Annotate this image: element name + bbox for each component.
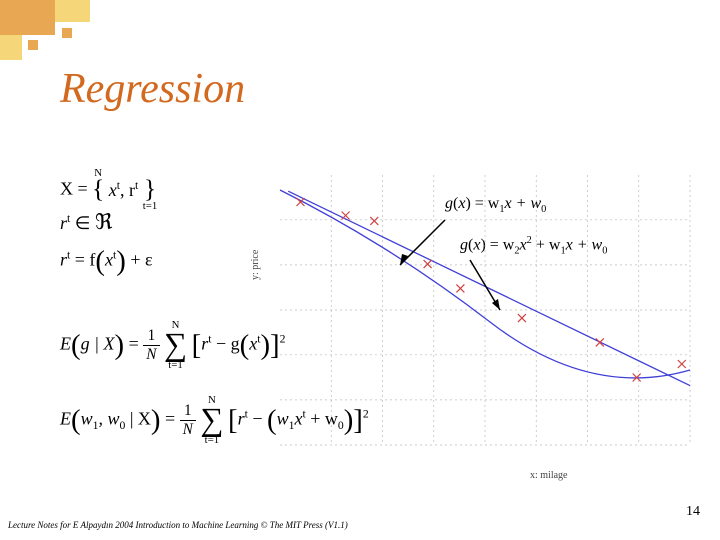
corner-decoration	[0, 0, 120, 65]
eq-dataset: X = N { xt, rt } t=1	[60, 168, 157, 212]
x-axis-label: x: milage	[530, 470, 568, 481]
page-number: 14	[686, 504, 700, 520]
eq-model: rt = f(xt) + ε	[60, 245, 153, 278]
y-axis-label: y: price	[250, 250, 261, 280]
regression-chart	[270, 170, 700, 460]
footer-citation: Lecture Notes for E Alpaydın 2004 Introd…	[8, 520, 348, 530]
eq-error-g: E(g | X) = 1N N ∑ t=1 [rt − g(xt)]2	[60, 320, 285, 371]
slide-title: Regression	[60, 65, 245, 113]
eq-domain: rt ∈ ℜ	[60, 210, 113, 235]
